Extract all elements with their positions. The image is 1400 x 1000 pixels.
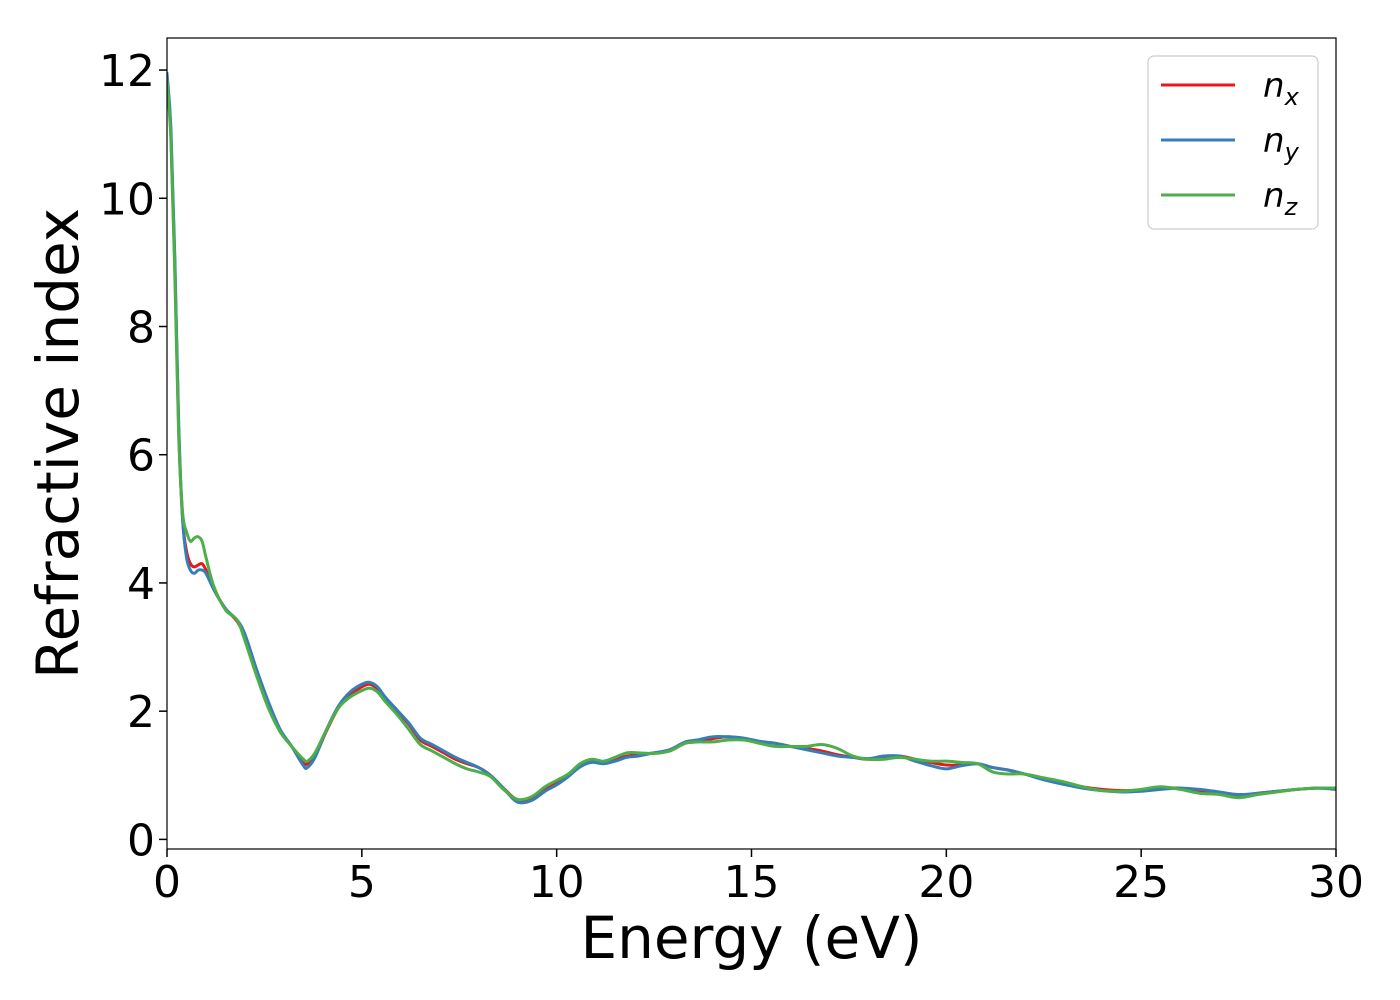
legend-label-z: nz	[1263, 176, 1299, 221]
x-tick-label: 10	[529, 857, 585, 908]
y-tick-label: 0	[127, 815, 155, 866]
series-line-z	[167, 78, 1336, 802]
legend-label-y: ny	[1263, 121, 1300, 166]
x-tick-label: 30	[1308, 857, 1364, 908]
x-tick-label: 0	[153, 857, 181, 908]
y-tick-label: 12	[99, 46, 155, 97]
y-tick-label: 6	[127, 431, 155, 482]
legend-label-x: nx	[1263, 66, 1300, 111]
y-tick-label: 8	[127, 302, 155, 353]
y-tick-label: 10	[99, 174, 155, 225]
y-tick-label: 4	[127, 559, 155, 610]
plot-area	[166, 37, 1337, 850]
x-axis-ticks: 0 5 10 15 20 25 30	[153, 849, 1364, 908]
y-axis-ticks: 0 2 4 6 8 10 12	[99, 46, 167, 866]
x-tick-label: 25	[1113, 857, 1169, 908]
x-tick-label: 15	[724, 857, 780, 908]
legend-box	[1147, 55, 1319, 230]
y-tick-label: 2	[127, 687, 155, 738]
x-tick-label: 20	[918, 857, 974, 908]
series-layer	[167, 71, 1336, 805]
x-tick-label: 5	[348, 857, 376, 908]
plot-background	[167, 38, 1336, 849]
y-axis-label: Refractive index	[24, 208, 92, 679]
x-axis-label: Energy (eV)	[580, 904, 922, 972]
legend: nx ny nz	[1147, 55, 1319, 230]
